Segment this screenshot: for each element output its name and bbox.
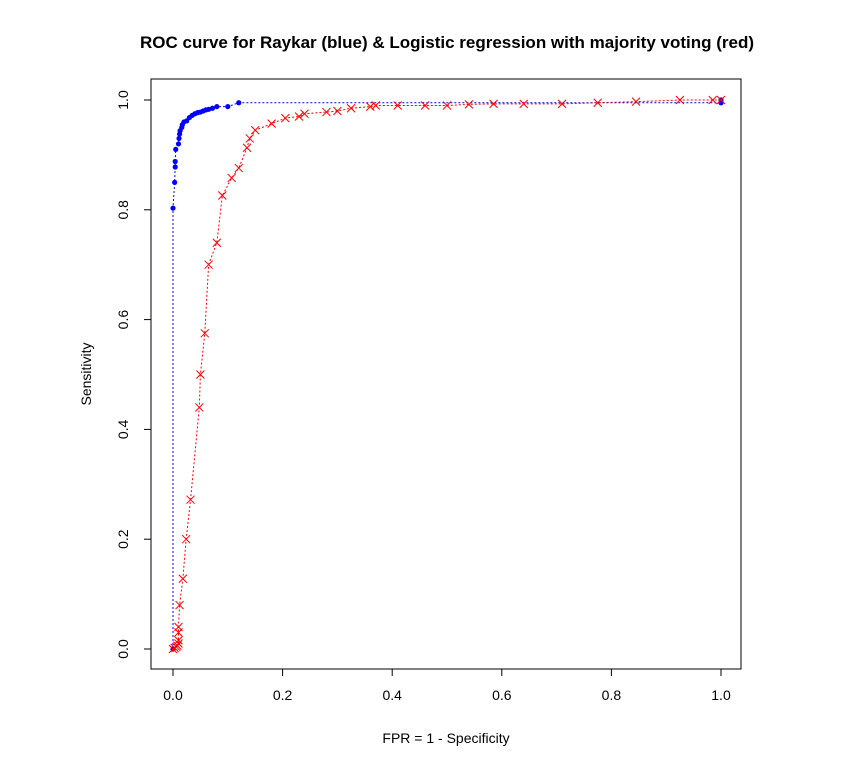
series-line bbox=[172, 99, 721, 650]
x-tick-label: 1.0 bbox=[711, 687, 731, 703]
data-point bbox=[173, 146, 179, 153]
data-point bbox=[196, 370, 205, 379]
series-line bbox=[172, 100, 722, 649]
data-point bbox=[333, 106, 342, 116]
data-point bbox=[172, 179, 178, 185]
x-tick-label: 0.0 bbox=[163, 687, 183, 703]
data-point bbox=[236, 100, 242, 106]
data-point bbox=[420, 101, 430, 110]
data-point bbox=[557, 99, 567, 109]
data-point bbox=[716, 95, 726, 105]
data-point bbox=[175, 141, 182, 147]
data-point bbox=[242, 143, 252, 153]
data-point bbox=[174, 622, 183, 632]
series-1 bbox=[168, 95, 726, 654]
data-point bbox=[393, 101, 403, 110]
data-point bbox=[174, 639, 183, 648]
x-axis: 0.0 0.2 0.4 0.6 0.8 1.0 bbox=[163, 668, 731, 703]
x-axis-label: FPR = 1 - Specificity bbox=[382, 730, 509, 746]
y-tick-label: 1.0 bbox=[115, 90, 131, 110]
data-point bbox=[708, 95, 718, 105]
data-point bbox=[322, 107, 331, 117]
data-point bbox=[176, 135, 182, 142]
data-point bbox=[267, 119, 276, 128]
data-point bbox=[174, 635, 183, 645]
data-point bbox=[194, 403, 204, 412]
data-point bbox=[214, 103, 220, 110]
data-point bbox=[181, 534, 191, 544]
data-point bbox=[280, 113, 290, 123]
data-point bbox=[217, 191, 227, 200]
y-axis: 0.0 0.2 0.4 0.6 0.8 1.0 bbox=[115, 90, 152, 659]
data-point bbox=[225, 103, 231, 110]
data-point bbox=[464, 100, 474, 109]
data-point bbox=[172, 164, 178, 170]
data-point bbox=[593, 98, 603, 108]
data-point bbox=[178, 574, 188, 584]
data-point bbox=[300, 109, 309, 119]
data-point bbox=[209, 105, 216, 111]
data-point bbox=[365, 102, 375, 111]
series-0 bbox=[170, 97, 724, 652]
data-point bbox=[173, 641, 182, 651]
y-tick-label: 0.6 bbox=[115, 310, 131, 330]
data-point bbox=[186, 495, 195, 505]
data-point bbox=[519, 99, 529, 109]
data-point bbox=[675, 95, 685, 105]
y-axis-label: Sensitivity bbox=[78, 342, 94, 405]
data-point bbox=[227, 173, 236, 183]
data-point bbox=[250, 125, 260, 135]
data-point bbox=[371, 101, 381, 110]
data-point bbox=[489, 99, 498, 109]
data-point bbox=[631, 97, 641, 107]
data-point bbox=[172, 158, 178, 165]
data-point bbox=[212, 238, 222, 248]
series-layer bbox=[168, 95, 726, 654]
data-point bbox=[200, 328, 210, 338]
y-tick-label: 0.2 bbox=[115, 529, 131, 549]
y-tick-label: 0.8 bbox=[115, 200, 131, 220]
x-tick-label: 0.2 bbox=[273, 687, 293, 703]
data-point bbox=[234, 163, 244, 173]
data-point bbox=[245, 134, 255, 143]
data-point bbox=[346, 103, 356, 113]
data-point bbox=[294, 112, 304, 121]
data-point bbox=[204, 260, 213, 270]
chart-title: ROC curve for Raykar (blue) & Logistic r… bbox=[140, 33, 754, 52]
y-tick-label: 0.4 bbox=[115, 419, 131, 439]
y-tick-label: 0.0 bbox=[115, 639, 131, 659]
x-tick-label: 0.4 bbox=[382, 687, 402, 703]
x-tick-label: 0.6 bbox=[492, 687, 512, 703]
data-point bbox=[170, 205, 176, 211]
data-point bbox=[442, 101, 452, 110]
x-tick-label: 0.8 bbox=[602, 687, 622, 703]
data-point bbox=[175, 600, 184, 610]
